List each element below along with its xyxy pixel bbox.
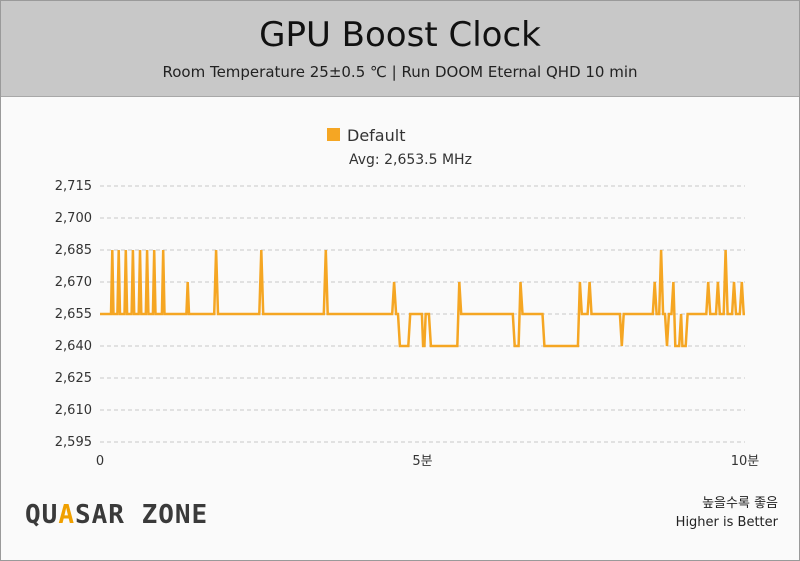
y-tick-label: 2,655 <box>55 307 92 322</box>
average-annotation: Avg: 2,653.5 MHz <box>349 152 472 168</box>
legend-swatch <box>327 128 340 141</box>
y-tick-label: 2,610 <box>55 403 92 418</box>
y-tick-label: 2,640 <box>55 339 92 354</box>
x-tick-label: 0 <box>96 454 104 469</box>
note-korean: 높을수록 좋음 <box>702 496 778 511</box>
quasarzone-logo: QUASAR ZONE <box>25 500 209 530</box>
chart-subtitle: Room Temperature 25±0.5 ℃ | Run DOOM Ete… <box>162 63 638 81</box>
y-tick-label: 2,685 <box>55 243 92 258</box>
y-tick-label: 2,715 <box>55 179 92 194</box>
higher-is-better-note: 높을수록 좋음 Higher is Better <box>676 494 778 532</box>
legend-label: Default <box>347 126 405 145</box>
x-tick-label: 10분 <box>731 454 760 469</box>
series-line-default <box>100 249 745 348</box>
y-tick-label: 2,700 <box>55 211 92 226</box>
x-tick-label: 5분 <box>412 454 432 469</box>
note-english: Higher is Better <box>675 515 778 530</box>
chart-title: GPU Boost Clock <box>259 15 541 55</box>
y-tick-label: 2,625 <box>55 371 92 386</box>
y-tick-label: 2,595 <box>55 435 92 450</box>
y-tick-label: 2,670 <box>55 275 92 290</box>
chart-header: GPU Boost Clock Room Temperature 25±0.5 … <box>1 1 799 97</box>
